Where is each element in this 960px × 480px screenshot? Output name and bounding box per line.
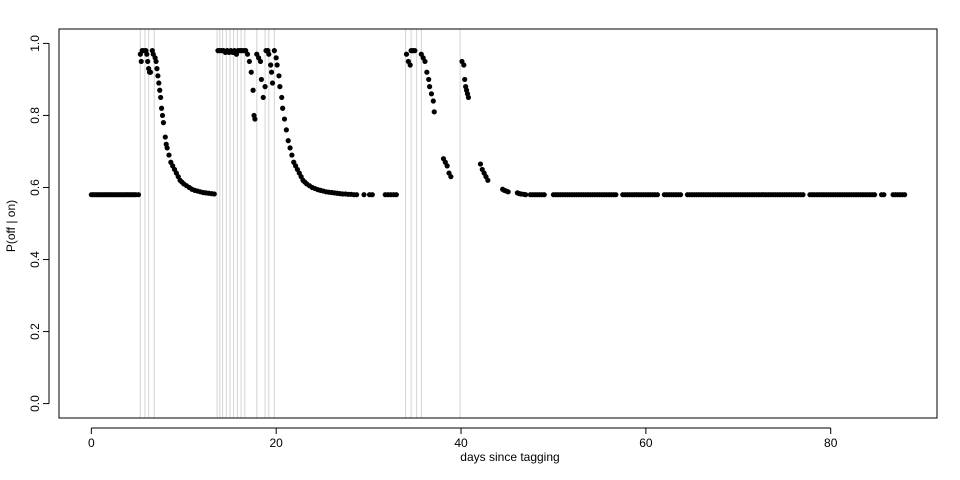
data-point: [252, 116, 258, 122]
x-axis-label: days since tagging: [460, 450, 559, 464]
event-lines: [139, 29, 461, 418]
data-point: [505, 189, 511, 195]
data-point: [268, 62, 274, 68]
data-point: [477, 161, 484, 167]
data-point: [269, 80, 276, 86]
data-point: [426, 76, 432, 83]
data-point: [257, 58, 264, 65]
data-point: [431, 109, 437, 115]
data-point: [153, 58, 159, 65]
data-point: [266, 51, 272, 57]
x-axis: 0 20 40 60 80: [88, 427, 838, 450]
data-point: [465, 94, 472, 101]
data-point: [407, 62, 413, 68]
data-point: [361, 192, 367, 198]
data-point: [157, 87, 163, 93]
data-point: [145, 58, 151, 65]
data-point: [154, 66, 160, 72]
x-tick-label: 80: [824, 436, 838, 450]
x-tick-label: 20: [270, 436, 284, 450]
data-point: [281, 116, 288, 122]
y-tick-label: 0.2: [28, 323, 42, 340]
data-point: [164, 145, 170, 151]
data-point: [424, 69, 430, 75]
y-axis-label: P(off | on): [4, 200, 18, 252]
y-tick-label: 0.0: [28, 395, 42, 412]
data-point: [280, 105, 286, 111]
data-point: [244, 51, 251, 57]
data-point: [403, 51, 410, 57]
data-point: [158, 94, 164, 101]
y-tick-label: 0.8: [28, 107, 42, 124]
data-point: [881, 192, 887, 198]
data-point: [162, 134, 168, 140]
plot-frame: [58, 28, 938, 419]
y-axis: 0.0 0.2 0.4 0.6 0.8 1.0: [28, 35, 50, 412]
data-point: [800, 192, 806, 198]
data-point: [279, 94, 285, 101]
data-point: [613, 192, 619, 198]
data-point: [448, 174, 454, 180]
data-point: [289, 152, 295, 158]
x-tick-label: 40: [454, 436, 468, 450]
y-tick-label: 0.4: [28, 251, 42, 268]
data-point: [283, 127, 289, 133]
data-point: [211, 191, 217, 197]
data-point: [353, 192, 360, 198]
data-point: [144, 51, 150, 57]
data-point: [250, 87, 256, 93]
data-points: [88, 48, 908, 198]
x-tick-label: 0: [88, 436, 95, 450]
data-point: [369, 192, 375, 198]
data-point: [654, 192, 661, 198]
data-point: [258, 76, 265, 83]
data-point: [159, 112, 166, 119]
data-point: [260, 94, 266, 101]
data-point: [902, 192, 908, 198]
data-point: [156, 80, 162, 86]
data-point: [158, 105, 165, 111]
data-point: [147, 69, 154, 75]
data-point: [248, 69, 254, 75]
x-tick-label: 60: [639, 436, 653, 450]
data-point: [523, 192, 529, 198]
data-point: [273, 55, 279, 61]
data-point: [268, 69, 275, 75]
y-tick-label: 1.0: [28, 35, 42, 52]
data-point: [262, 84, 268, 90]
data-point: [285, 138, 291, 144]
data-point: [166, 152, 172, 158]
y-tick-label: 0.6: [28, 179, 42, 196]
data-point: [138, 58, 144, 65]
data-point: [277, 84, 283, 90]
data-point: [155, 73, 161, 79]
data-point: [393, 192, 399, 198]
data-point: [135, 192, 142, 198]
data-point: [541, 192, 547, 198]
data-point: [444, 163, 450, 169]
data-point: [412, 48, 418, 54]
data-point: [872, 192, 878, 198]
data-point: [160, 120, 167, 126]
data-point: [485, 177, 491, 183]
data-point: [461, 62, 467, 68]
data-point: [287, 145, 293, 151]
data-point: [428, 91, 435, 97]
data-point: [430, 98, 436, 104]
data-point: [422, 58, 428, 65]
data-point: [462, 76, 468, 83]
data-point: [427, 84, 433, 90]
data-point: [276, 73, 282, 79]
data-point: [271, 48, 277, 54]
data-point: [274, 62, 280, 68]
data-point: [677, 192, 684, 198]
data-point: [246, 58, 252, 65]
